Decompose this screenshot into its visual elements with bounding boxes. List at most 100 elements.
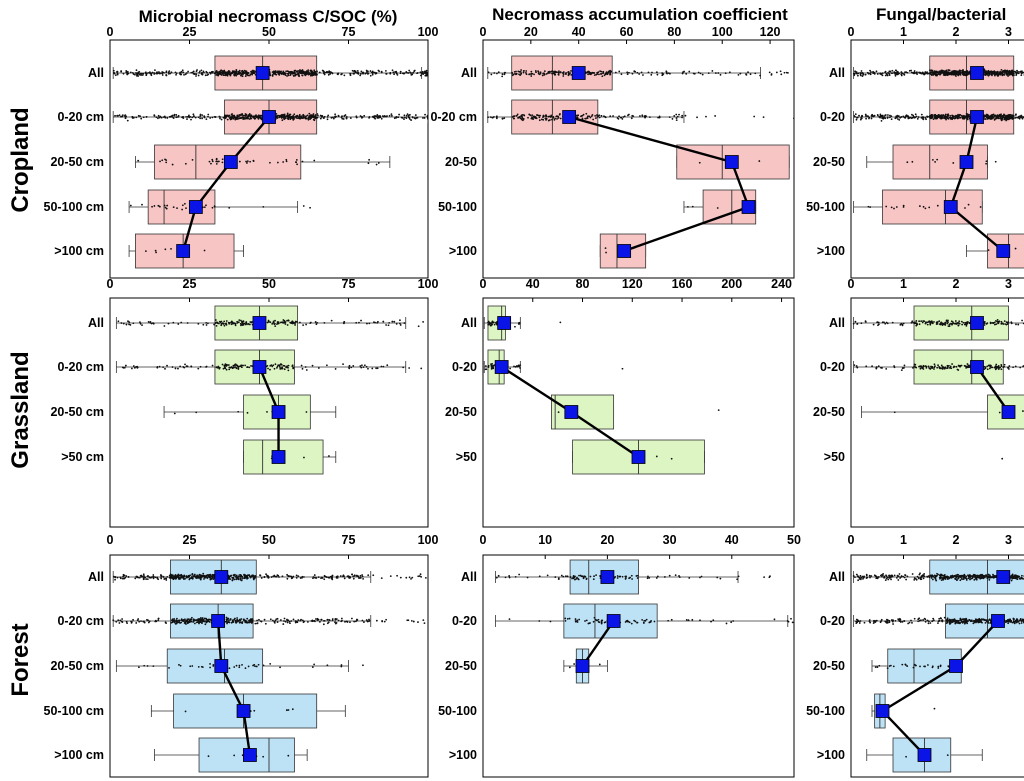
x-tick-label: 0 bbox=[848, 277, 855, 291]
observation-point bbox=[852, 322, 855, 325]
observation-point bbox=[330, 116, 333, 119]
observation-point bbox=[162, 116, 165, 119]
observation-point bbox=[884, 117, 887, 120]
observation-point bbox=[180, 70, 183, 73]
observation-point bbox=[1008, 69, 1011, 72]
observation-point bbox=[302, 71, 305, 74]
observation-point bbox=[900, 71, 903, 73]
observation-point bbox=[687, 205, 689, 208]
observation-point bbox=[389, 575, 392, 578]
observation-point bbox=[963, 117, 965, 120]
x-tick-label: 50 bbox=[262, 277, 276, 291]
observation-point bbox=[699, 72, 702, 75]
observation-point bbox=[221, 158, 224, 161]
observation-point bbox=[224, 116, 227, 119]
observation-point bbox=[879, 113, 882, 116]
observation-point bbox=[211, 576, 214, 578]
observation-point bbox=[933, 363, 936, 366]
observation-point bbox=[999, 366, 1002, 369]
observation-point bbox=[604, 73, 607, 76]
observation-point bbox=[910, 69, 913, 72]
observation-point bbox=[607, 70, 610, 73]
observation-point bbox=[289, 321, 292, 324]
observation-point bbox=[996, 318, 999, 321]
observation-point bbox=[996, 72, 999, 75]
observation-point bbox=[401, 72, 404, 75]
observation-point bbox=[966, 114, 968, 117]
x-tick-label: 120 bbox=[760, 25, 781, 39]
observation-point bbox=[869, 69, 871, 72]
observation-point bbox=[875, 70, 878, 73]
observation-point bbox=[177, 367, 179, 370]
observation-point bbox=[484, 365, 487, 367]
observation-point bbox=[955, 116, 957, 119]
observation-point bbox=[528, 73, 530, 76]
observation-point bbox=[587, 70, 590, 73]
observation-point bbox=[990, 73, 992, 76]
x-tick-label: 50 bbox=[262, 533, 276, 547]
observation-point bbox=[930, 71, 932, 74]
observation-point bbox=[144, 71, 147, 74]
observation-point bbox=[200, 69, 203, 72]
observation-point bbox=[260, 114, 263, 117]
observation-point bbox=[491, 362, 494, 365]
observation-point bbox=[908, 69, 911, 72]
observation-point bbox=[204, 74, 207, 77]
observation-point bbox=[173, 575, 176, 577]
observation-point bbox=[1003, 113, 1005, 116]
observation-point bbox=[867, 205, 870, 208]
observation-point bbox=[286, 70, 289, 73]
observation-point bbox=[236, 116, 239, 118]
observation-point bbox=[948, 367, 951, 369]
observation-point bbox=[538, 119, 541, 122]
observation-point bbox=[281, 321, 284, 324]
observation-point bbox=[368, 158, 371, 161]
observation-point bbox=[234, 324, 237, 327]
observation-point bbox=[857, 72, 860, 75]
observation-point bbox=[317, 576, 320, 579]
observation-point bbox=[920, 365, 923, 368]
observation-point bbox=[125, 620, 128, 623]
observation-point bbox=[116, 73, 119, 76]
observation-point bbox=[205, 204, 207, 207]
observation-point bbox=[620, 73, 623, 76]
observation-point bbox=[543, 73, 546, 76]
observation-point bbox=[145, 578, 148, 580]
observation-point bbox=[225, 72, 228, 75]
observation-point bbox=[865, 117, 867, 120]
observation-point bbox=[197, 367, 200, 370]
observation-point bbox=[514, 325, 516, 328]
observation-point bbox=[1019, 70, 1022, 73]
observation-point bbox=[577, 114, 580, 117]
observation-point bbox=[987, 249, 990, 252]
observation-point bbox=[136, 576, 138, 579]
x-tick-label: 0 bbox=[480, 277, 487, 291]
observation-point bbox=[233, 366, 235, 369]
observation-point bbox=[238, 71, 241, 74]
column-title-accumulation-coefficient: Necromass accumulation coefficient bbox=[492, 5, 788, 24]
observation-point bbox=[576, 116, 578, 119]
observation-point bbox=[531, 117, 534, 120]
observation-point bbox=[933, 117, 936, 119]
observation-point bbox=[121, 114, 124, 117]
observation-point bbox=[926, 72, 929, 75]
observation-point bbox=[950, 367, 953, 370]
observation-point bbox=[995, 367, 998, 370]
observation-point bbox=[399, 70, 402, 73]
observation-point bbox=[775, 71, 778, 74]
observation-point bbox=[423, 117, 426, 119]
observation-point bbox=[164, 206, 167, 209]
observation-point bbox=[493, 364, 496, 367]
observation-point bbox=[1007, 75, 1009, 77]
observation-point bbox=[1009, 113, 1012, 116]
observation-point bbox=[951, 70, 954, 73]
observation-point bbox=[121, 618, 123, 620]
observation-point bbox=[600, 70, 603, 73]
observation-point bbox=[243, 69, 246, 72]
observation-point bbox=[282, 161, 285, 163]
observation-point bbox=[299, 577, 302, 579]
observation-point bbox=[239, 577, 242, 580]
observation-point bbox=[175, 116, 178, 119]
observation-point bbox=[557, 411, 560, 414]
observation-point bbox=[282, 321, 285, 324]
